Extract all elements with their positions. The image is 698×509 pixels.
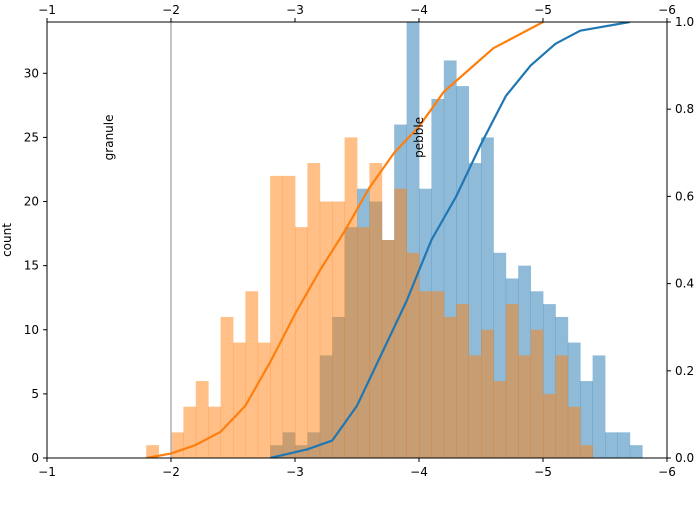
y-tick-label-left: 0	[31, 451, 39, 465]
histogram-bar-0-25	[580, 381, 593, 458]
histogram-bar-1-12	[295, 227, 308, 458]
y-tick-label-right: 0.8	[675, 102, 694, 116]
x-tick-label-bottom: −6	[658, 465, 676, 479]
histogram-bar-1-7	[233, 342, 246, 458]
x-tick-label-top: −6	[658, 3, 676, 17]
histogram-bar-1-31	[530, 329, 544, 458]
histogram-bar-1-10	[270, 175, 283, 458]
y-tick-label-right: 0.2	[675, 364, 694, 378]
histogram-bar-1-29	[505, 304, 519, 458]
x-tick-label-top: −5	[534, 3, 552, 17]
histogram-bar-1-0	[146, 445, 159, 458]
histogram-bar-1-5	[208, 406, 221, 458]
histogram-bar-1-16	[344, 137, 358, 458]
histogram-bar-1-32	[543, 393, 556, 458]
y-tick-label-right: 1.0	[675, 15, 694, 29]
histogram-bar-1-13	[307, 163, 321, 458]
y-tick-label-left: 20	[24, 195, 39, 209]
y-tick-label-right: 0.0	[675, 451, 694, 465]
histogram-bar-1-2	[171, 432, 184, 458]
y-tick-label-left: 15	[24, 259, 39, 273]
histogram-bar-1-11	[282, 175, 296, 458]
histogram-bar-0-26	[592, 355, 606, 458]
plot-frame	[46, 21, 668, 459]
x-tick-label-top: −3	[286, 3, 304, 17]
histogram-bar-1-19	[381, 240, 395, 458]
histogram-bar-1-15	[332, 201, 345, 458]
y-tick-label-right: 0.6	[675, 189, 694, 203]
y-tick-label-left: 30	[24, 66, 39, 80]
histogram-bar-1-23	[431, 291, 445, 458]
histogram-bar-1-21	[406, 252, 420, 458]
x-tick-label-bottom: −2	[162, 465, 180, 479]
annotation-granule: granule	[102, 114, 116, 160]
y-tick-label-left: 25	[24, 130, 39, 144]
histogram-bar-1-8	[245, 291, 259, 458]
histogram-bar-1-25	[456, 304, 469, 458]
histogram-bar-1-24	[443, 316, 457, 458]
histogram-bar-1-18	[369, 163, 383, 458]
histogram-bar-0-29	[629, 445, 643, 458]
x-tick-label-top: −1	[38, 3, 56, 17]
annotation-pebble: pebble	[412, 117, 426, 158]
histogram-bar-1-30	[518, 355, 531, 458]
axes: −1 −1 −2 −2 −3 −3 −4 −4 −5 −5 −6 −6 0 5 10 15 20 25 30 0.0 0…	[24, 3, 694, 479]
histogram-bar-1-3	[183, 406, 197, 458]
histogram-bar-1-14	[319, 201, 333, 458]
histogram-bar-1-33	[555, 355, 569, 458]
histogram-bar-1-35	[580, 445, 593, 458]
histogram-bars	[146, 22, 643, 458]
annotations: granule pebble	[102, 114, 426, 160]
x-tick-label-top: −4	[410, 3, 428, 17]
cdf-lines	[146, 22, 630, 458]
histogram-bar-1-27	[481, 329, 494, 458]
x-tick-label-bottom: −3	[286, 465, 304, 479]
cdf-line-1	[146, 22, 544, 458]
y-tick-label-left: 10	[24, 323, 39, 337]
x-tick-label-bottom: −5	[534, 465, 552, 479]
histogram-bar-1-9	[257, 342, 271, 458]
histogram-bar-1-26	[468, 355, 482, 458]
histogram-bar-1-28	[493, 381, 507, 458]
y-axis-label: count	[0, 223, 14, 257]
histogram-bar-1-22	[419, 291, 432, 458]
histogram-bar-1-17	[357, 227, 370, 458]
cdf-line-0	[269, 22, 630, 458]
x-tick-label-bottom: −4	[410, 465, 428, 479]
y-tick-label-left: 5	[31, 387, 39, 401]
histogram-bar-1-4	[195, 381, 209, 458]
histogram-bar-1-34	[567, 406, 581, 458]
histogram-bar-0-28	[617, 432, 631, 458]
histogram-bar-1-20	[394, 188, 407, 458]
histogram-bar-0-27	[605, 432, 618, 458]
x-tick-label-bottom: −1	[38, 465, 56, 479]
y-tick-label-right: 0.4	[675, 277, 694, 291]
x-tick-label-top: −2	[162, 3, 180, 17]
histogram-bar-1-6	[220, 316, 234, 458]
